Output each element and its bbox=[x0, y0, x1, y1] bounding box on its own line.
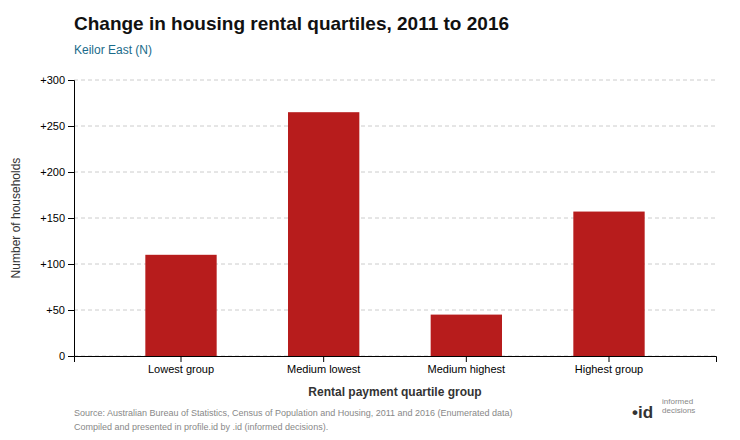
title: Change in housing rental quartiles, 2011… bbox=[74, 13, 509, 34]
x-tick: Lowest group bbox=[148, 356, 214, 375]
y-tick-label: +200 bbox=[40, 166, 65, 178]
x-tick-mark bbox=[323, 356, 324, 362]
y-tick: 0 bbox=[59, 350, 74, 362]
x-tick: Medium lowest bbox=[287, 356, 360, 375]
x-tick-label: Medium highest bbox=[428, 363, 506, 375]
y-tick: +200 bbox=[40, 166, 74, 178]
bar bbox=[431, 315, 502, 356]
y-tick-mark bbox=[68, 356, 74, 357]
logo-text: decisions bbox=[662, 406, 695, 415]
y-tick: +100 bbox=[40, 258, 74, 270]
y-tick-label: +250 bbox=[40, 120, 65, 132]
y-tick-mark bbox=[68, 126, 74, 127]
grid-line bbox=[74, 80, 716, 81]
x-tick-label: Medium lowest bbox=[287, 363, 360, 375]
bar bbox=[145, 255, 216, 356]
y-tick: +250 bbox=[40, 120, 74, 132]
x-axis-title: Rental payment quartile group bbox=[308, 385, 481, 399]
plot: 0 +50 +100 +150 +200 +250 +300 Lowest group Medi… bbox=[40, 74, 716, 375]
x-tick-mark bbox=[181, 356, 182, 362]
y-tick-label: +100 bbox=[40, 258, 65, 270]
x-tick-mark bbox=[466, 356, 467, 362]
y-tick-mark bbox=[68, 310, 74, 311]
y-tick: +150 bbox=[40, 212, 74, 224]
bars bbox=[145, 112, 644, 356]
y-tick-label: 0 bbox=[59, 350, 65, 362]
x-tick-label: Highest group bbox=[575, 363, 644, 375]
bar bbox=[288, 112, 359, 356]
x-tick-mark bbox=[609, 356, 610, 362]
grid-line bbox=[74, 126, 716, 127]
x-tick-label: Lowest group bbox=[148, 363, 214, 375]
grid bbox=[74, 80, 716, 356]
annotations: Source: Australian Bureau of Statistics,… bbox=[74, 397, 695, 432]
x-tick: Medium highest bbox=[428, 356, 506, 375]
y-tick-label: +300 bbox=[40, 74, 65, 86]
annotation: Compiled and presented in profile.id by … bbox=[74, 422, 328, 432]
y-tick-mark bbox=[68, 172, 74, 173]
y-tick-mark bbox=[68, 264, 74, 265]
chart: Change in housing rental quartiles, 2011… bbox=[0, 0, 740, 440]
y-tick-mark bbox=[68, 218, 74, 219]
y-axis-title: Number of households bbox=[9, 158, 23, 279]
y-tick: +50 bbox=[46, 304, 74, 316]
y-tick-mark bbox=[68, 80, 74, 81]
y-axis: 0 +50 +100 +150 +200 +250 +300 bbox=[40, 74, 74, 362]
y-tick-label: +150 bbox=[40, 212, 65, 224]
x-tick: Highest group bbox=[575, 356, 644, 375]
y-tick-label: +50 bbox=[46, 304, 65, 316]
y-axis-line bbox=[68, 81, 75, 357]
x-axis: Lowest group Medium lowest Medium highest H… bbox=[75, 356, 717, 375]
annotation: Source: Australian Bureau of Statistics,… bbox=[74, 408, 513, 418]
grid-line bbox=[74, 172, 716, 173]
bar bbox=[573, 212, 644, 356]
subtitle: Keilor East (N) bbox=[74, 43, 152, 57]
logo-text: informed bbox=[662, 397, 693, 406]
logo: •id bbox=[632, 403, 653, 422]
x-axis-line bbox=[75, 357, 717, 363]
y-tick: +300 bbox=[40, 74, 74, 86]
